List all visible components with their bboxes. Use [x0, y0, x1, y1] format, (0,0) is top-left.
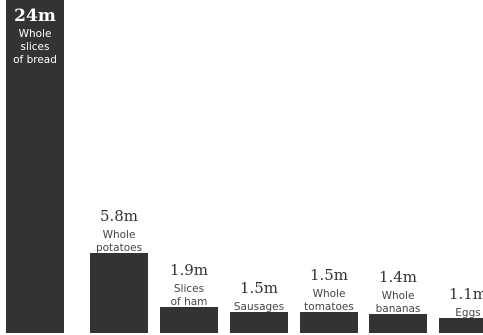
bar-3: [230, 312, 288, 333]
value-label-0: 24m: [14, 6, 56, 26]
value-label-3: 1.5m: [240, 279, 278, 297]
category-label-0-line-0: Whole: [19, 28, 52, 40]
bars: [6, 0, 483, 333]
value-label-2: 1.9m: [170, 261, 208, 279]
category-label-3-line-0: Sausages: [234, 301, 284, 313]
category-label-5-line-0: Whole: [382, 290, 415, 302]
category-label-4-line-0: Whole: [313, 288, 346, 300]
category-label-4-line-1: tomatoes: [304, 301, 354, 313]
bar-1: [90, 253, 148, 333]
category-label-0-line-2: of bread: [13, 54, 57, 66]
category-label-6-line-0: Eggs: [455, 307, 480, 319]
category-label-1-line-0: Whole: [103, 229, 136, 241]
value-label-6: 1.1m: [449, 285, 483, 303]
category-label-2-line-0: Slices: [174, 283, 204, 295]
bar-0: [6, 0, 64, 333]
value-label-4: 1.5m: [310, 266, 348, 284]
bar-5: [369, 314, 427, 333]
category-label-0-line-1: slices: [20, 41, 49, 53]
value-label-1: 5.8m: [100, 207, 138, 225]
bar-6: [439, 318, 483, 333]
category-label-2-line-1: of ham: [171, 296, 208, 308]
category-label-1-line-1: potatoes: [96, 242, 142, 254]
bar-4: [300, 312, 358, 333]
bar-2: [160, 307, 218, 333]
category-label-5-line-1: bananas: [376, 303, 421, 315]
value-label-5: 1.4m: [379, 268, 417, 286]
